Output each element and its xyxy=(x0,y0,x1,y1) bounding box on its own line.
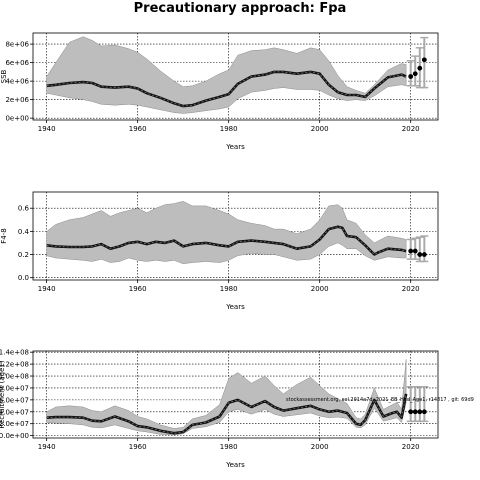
y-tick-label: 4.0e+07 xyxy=(0,408,29,416)
forecast-point xyxy=(412,71,418,77)
x-axis-label: Years xyxy=(225,143,245,151)
x-tick-label: 2020 xyxy=(402,125,420,133)
forecast-point xyxy=(417,65,423,71)
y-tick-label: 0.0 xyxy=(18,274,29,282)
figure-title: Precautionary approach: Fpa xyxy=(134,1,347,16)
forecast-point xyxy=(421,57,427,63)
estimate-line-dash xyxy=(46,393,407,434)
y-tick-label: 0e+00 xyxy=(5,115,29,123)
y-tick-label: 6e+06 xyxy=(5,59,29,67)
x-tick-label: 2000 xyxy=(311,443,329,451)
x-tick-label: 2000 xyxy=(311,125,329,133)
panel-fbar: 1940 1960 1980 2000 2020 0.0 0.2 0.4 0.6 Years F4-… xyxy=(0,191,439,311)
plot-frame xyxy=(32,350,439,439)
x-tick-label: 1980 xyxy=(220,443,238,451)
y-tick-label: 2e+06 xyxy=(5,96,29,104)
panel-ssb: 1940 1960 1980 2000 2020 0e+00 2e+06 4e+06 6e+06… xyxy=(0,32,439,151)
x-tick-label: 2020 xyxy=(402,443,420,451)
x-axis-label: Years xyxy=(225,461,245,469)
y-tick-label: 2.0e+07 xyxy=(0,420,29,428)
plot-frame xyxy=(32,32,439,121)
forecast-point xyxy=(408,248,414,254)
estimate-line-dash xyxy=(46,226,407,255)
y-tick-label: 1.2e+08 xyxy=(0,361,29,369)
x-tick-label: 1960 xyxy=(129,285,147,293)
forecast-point xyxy=(421,409,427,415)
y-axis-label: Recruitment (age1) xyxy=(0,360,6,428)
confidence-band xyxy=(46,359,407,436)
y-tick-label: 8.0e+07 xyxy=(0,384,29,392)
y-tick-label: 0.4 xyxy=(18,228,30,236)
forecast-point xyxy=(412,248,418,254)
y-tick-label: 6.0e+07 xyxy=(0,396,29,404)
y-axis-label: F4-8 xyxy=(0,228,8,243)
x-tick-label: 1940 xyxy=(38,125,56,133)
y-tick-label: 4e+06 xyxy=(5,78,29,86)
x-tick-label: 1960 xyxy=(129,125,147,133)
x-tick-label: 1940 xyxy=(38,443,56,451)
y-tick-label: 0.6 xyxy=(18,205,30,213)
x-tick-label: 1960 xyxy=(129,443,147,451)
x-tick-label: 2020 xyxy=(402,285,420,293)
y-tick-label: 0.0e+00 xyxy=(0,432,29,440)
forecast-point xyxy=(417,252,423,257)
x-tick-label: 2000 xyxy=(311,285,329,293)
y-tick-label: 1.4e+08 xyxy=(0,349,29,357)
y-axis-label: SSB xyxy=(0,69,8,83)
x-tick-label: 1980 xyxy=(220,285,238,293)
forecast-point xyxy=(408,409,414,415)
x-axis-label: Years xyxy=(225,303,245,311)
forecast-point xyxy=(417,409,423,415)
stamp-annotation: stockassessment.org, sol.2914a7d, 2021_E… xyxy=(286,397,474,403)
panel-recruitment: stockassessment.org, sol.2914a7d, 2021_E… xyxy=(0,349,474,469)
confidence-band xyxy=(46,36,407,114)
y-tick-label: 8e+06 xyxy=(5,41,29,49)
y-tick-label: 0.2 xyxy=(18,251,29,259)
estimate-line xyxy=(46,70,407,108)
forecast-point xyxy=(412,409,418,415)
forecast-point xyxy=(421,252,427,257)
forecast-point xyxy=(408,74,414,79)
x-tick-label: 1980 xyxy=(220,125,238,133)
y-tick-label: 1.0e+08 xyxy=(0,373,29,381)
plot-frame xyxy=(32,191,439,281)
confidence-band xyxy=(46,201,407,265)
x-tick-label: 1940 xyxy=(38,285,56,293)
